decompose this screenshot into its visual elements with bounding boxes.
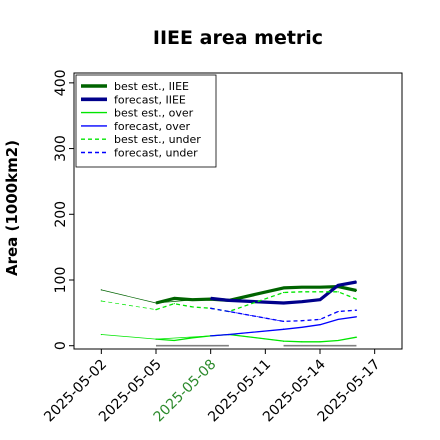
series-forecast-under-point [355, 309, 358, 311]
series-forecast-under-point [282, 320, 285, 322]
series-forecast-under-point [319, 318, 321, 321]
series-best-est-under-point [301, 291, 303, 293]
series-forecast-iiee-point [337, 284, 339, 286]
series-best-est-over-point [355, 336, 358, 338]
series-best-est-under-point [191, 306, 194, 308]
series-best-est-iiee-point [173, 297, 175, 299]
series-best-est-iiee-point [155, 302, 157, 304]
series-forecast-under-point [301, 320, 303, 322]
series-best-est-iiee-point [319, 286, 321, 288]
plot-area-frame [73, 72, 403, 350]
y-tick-label: 0 [53, 341, 69, 350]
series-forecast-under-point [228, 310, 230, 313]
series-forecast-iiee-point [301, 301, 303, 303]
connector-series-2-line [101, 300, 157, 310]
series-best-est-iiee-point [301, 286, 303, 288]
legend-label: best est., under [114, 133, 201, 146]
series-lines [100, 280, 358, 343]
series-forecast-over-line [210, 316, 357, 337]
series-best-est-iiee-point [282, 287, 285, 289]
series-best-est-over-point [337, 339, 339, 342]
series-best-est-under-point [282, 291, 285, 294]
series-best-est-over-point [173, 339, 175, 342]
connector-series-3-point [100, 333, 102, 336]
series-forecast-over-point [228, 333, 230, 336]
y-axis-ticks: 0 100 200 300 400 [53, 69, 74, 350]
series-forecast-under [210, 307, 358, 323]
series-forecast-over-point [355, 316, 358, 318]
connector-series-1-point [100, 289, 102, 291]
series-best-est-over-point [282, 340, 285, 342]
y-tick-label: 100 [53, 267, 69, 294]
series-forecast-iiee-point [210, 297, 212, 299]
series-forecast-under-point [210, 307, 212, 309]
series-forecast-under-point [337, 310, 339, 313]
y-tick-label: 200 [53, 201, 69, 228]
series-best-est-under-point [173, 303, 175, 305]
legend-label: best est., over [114, 107, 194, 120]
series-forecast-iiee-point [282, 302, 285, 304]
connector-series-2-point [100, 300, 102, 302]
legend-label: forecast, over [114, 120, 190, 133]
legend-label: forecast, IIEE [114, 93, 186, 106]
series-best-est-over-point [191, 337, 194, 339]
y-tick-label: 400 [53, 69, 69, 96]
series-forecast-over [210, 316, 358, 337]
legend-box [75, 74, 217, 168]
series-best-est-under-line [155, 291, 357, 313]
series-best-est-under-point [319, 291, 321, 293]
y-tick-label: 300 [53, 135, 69, 162]
series-best-est-under-point [355, 298, 358, 300]
connector-series-4-line [228, 311, 284, 322]
series-forecast-over-point [319, 324, 321, 326]
connector-series-2 [100, 300, 157, 311]
series-best-est-over-point [155, 338, 157, 340]
chart-title: IIEE area metric [153, 27, 323, 49]
series-forecast-iiee-point [228, 299, 230, 301]
series-best-est-under-point [337, 291, 339, 293]
legend-label: best est., IIEE [114, 80, 189, 93]
series-best-est-over-point [301, 341, 303, 343]
series-forecast-over-point [337, 318, 339, 321]
series-best-est-under-point [155, 308, 157, 311]
series-best-est-iiee-point [191, 299, 194, 301]
y-axis-label: Area (1000km2) [3, 140, 21, 276]
series-forecast-over-point [282, 328, 285, 330]
series-forecast-iiee-point [319, 299, 321, 301]
series-best-est-iiee-line [155, 285, 357, 305]
series-forecast-iiee-point [355, 281, 358, 283]
series-forecast-over-point [210, 335, 212, 337]
series-best-est-over-point [319, 341, 321, 343]
x-axis-ticks: 2025-05-022025-05-052025-05-082025-05-11… [41, 349, 383, 425]
legend-label: forecast, under [114, 147, 198, 160]
series-best-est-over [155, 333, 358, 343]
series-best-est-over-line [155, 333, 357, 343]
series-forecast-iiee [210, 280, 358, 305]
series-forecast-over-point [301, 326, 303, 328]
series-best-est-iiee-point [355, 289, 358, 292]
